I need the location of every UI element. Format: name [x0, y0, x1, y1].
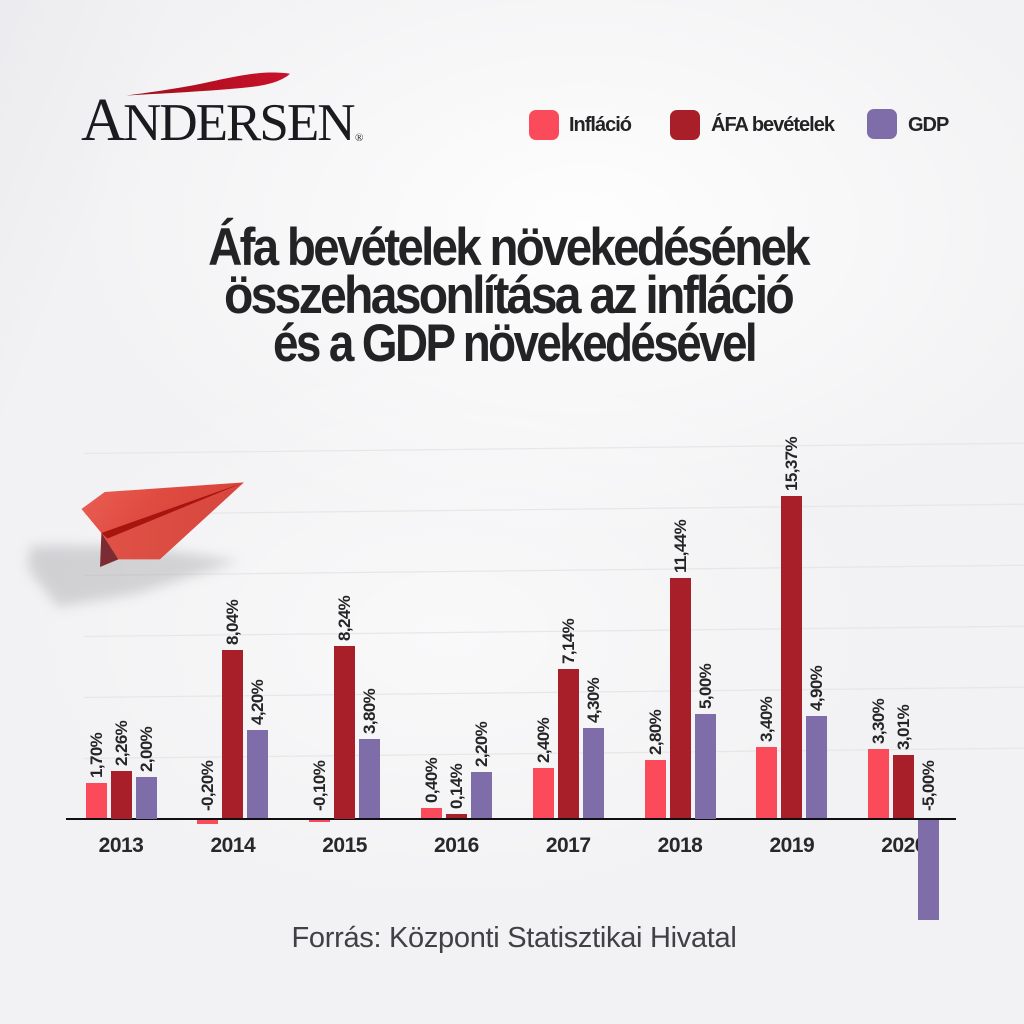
svg-text:®: ® — [355, 132, 363, 144]
svg-text:ANDERSEN: ANDERSEN — [81, 87, 355, 154]
